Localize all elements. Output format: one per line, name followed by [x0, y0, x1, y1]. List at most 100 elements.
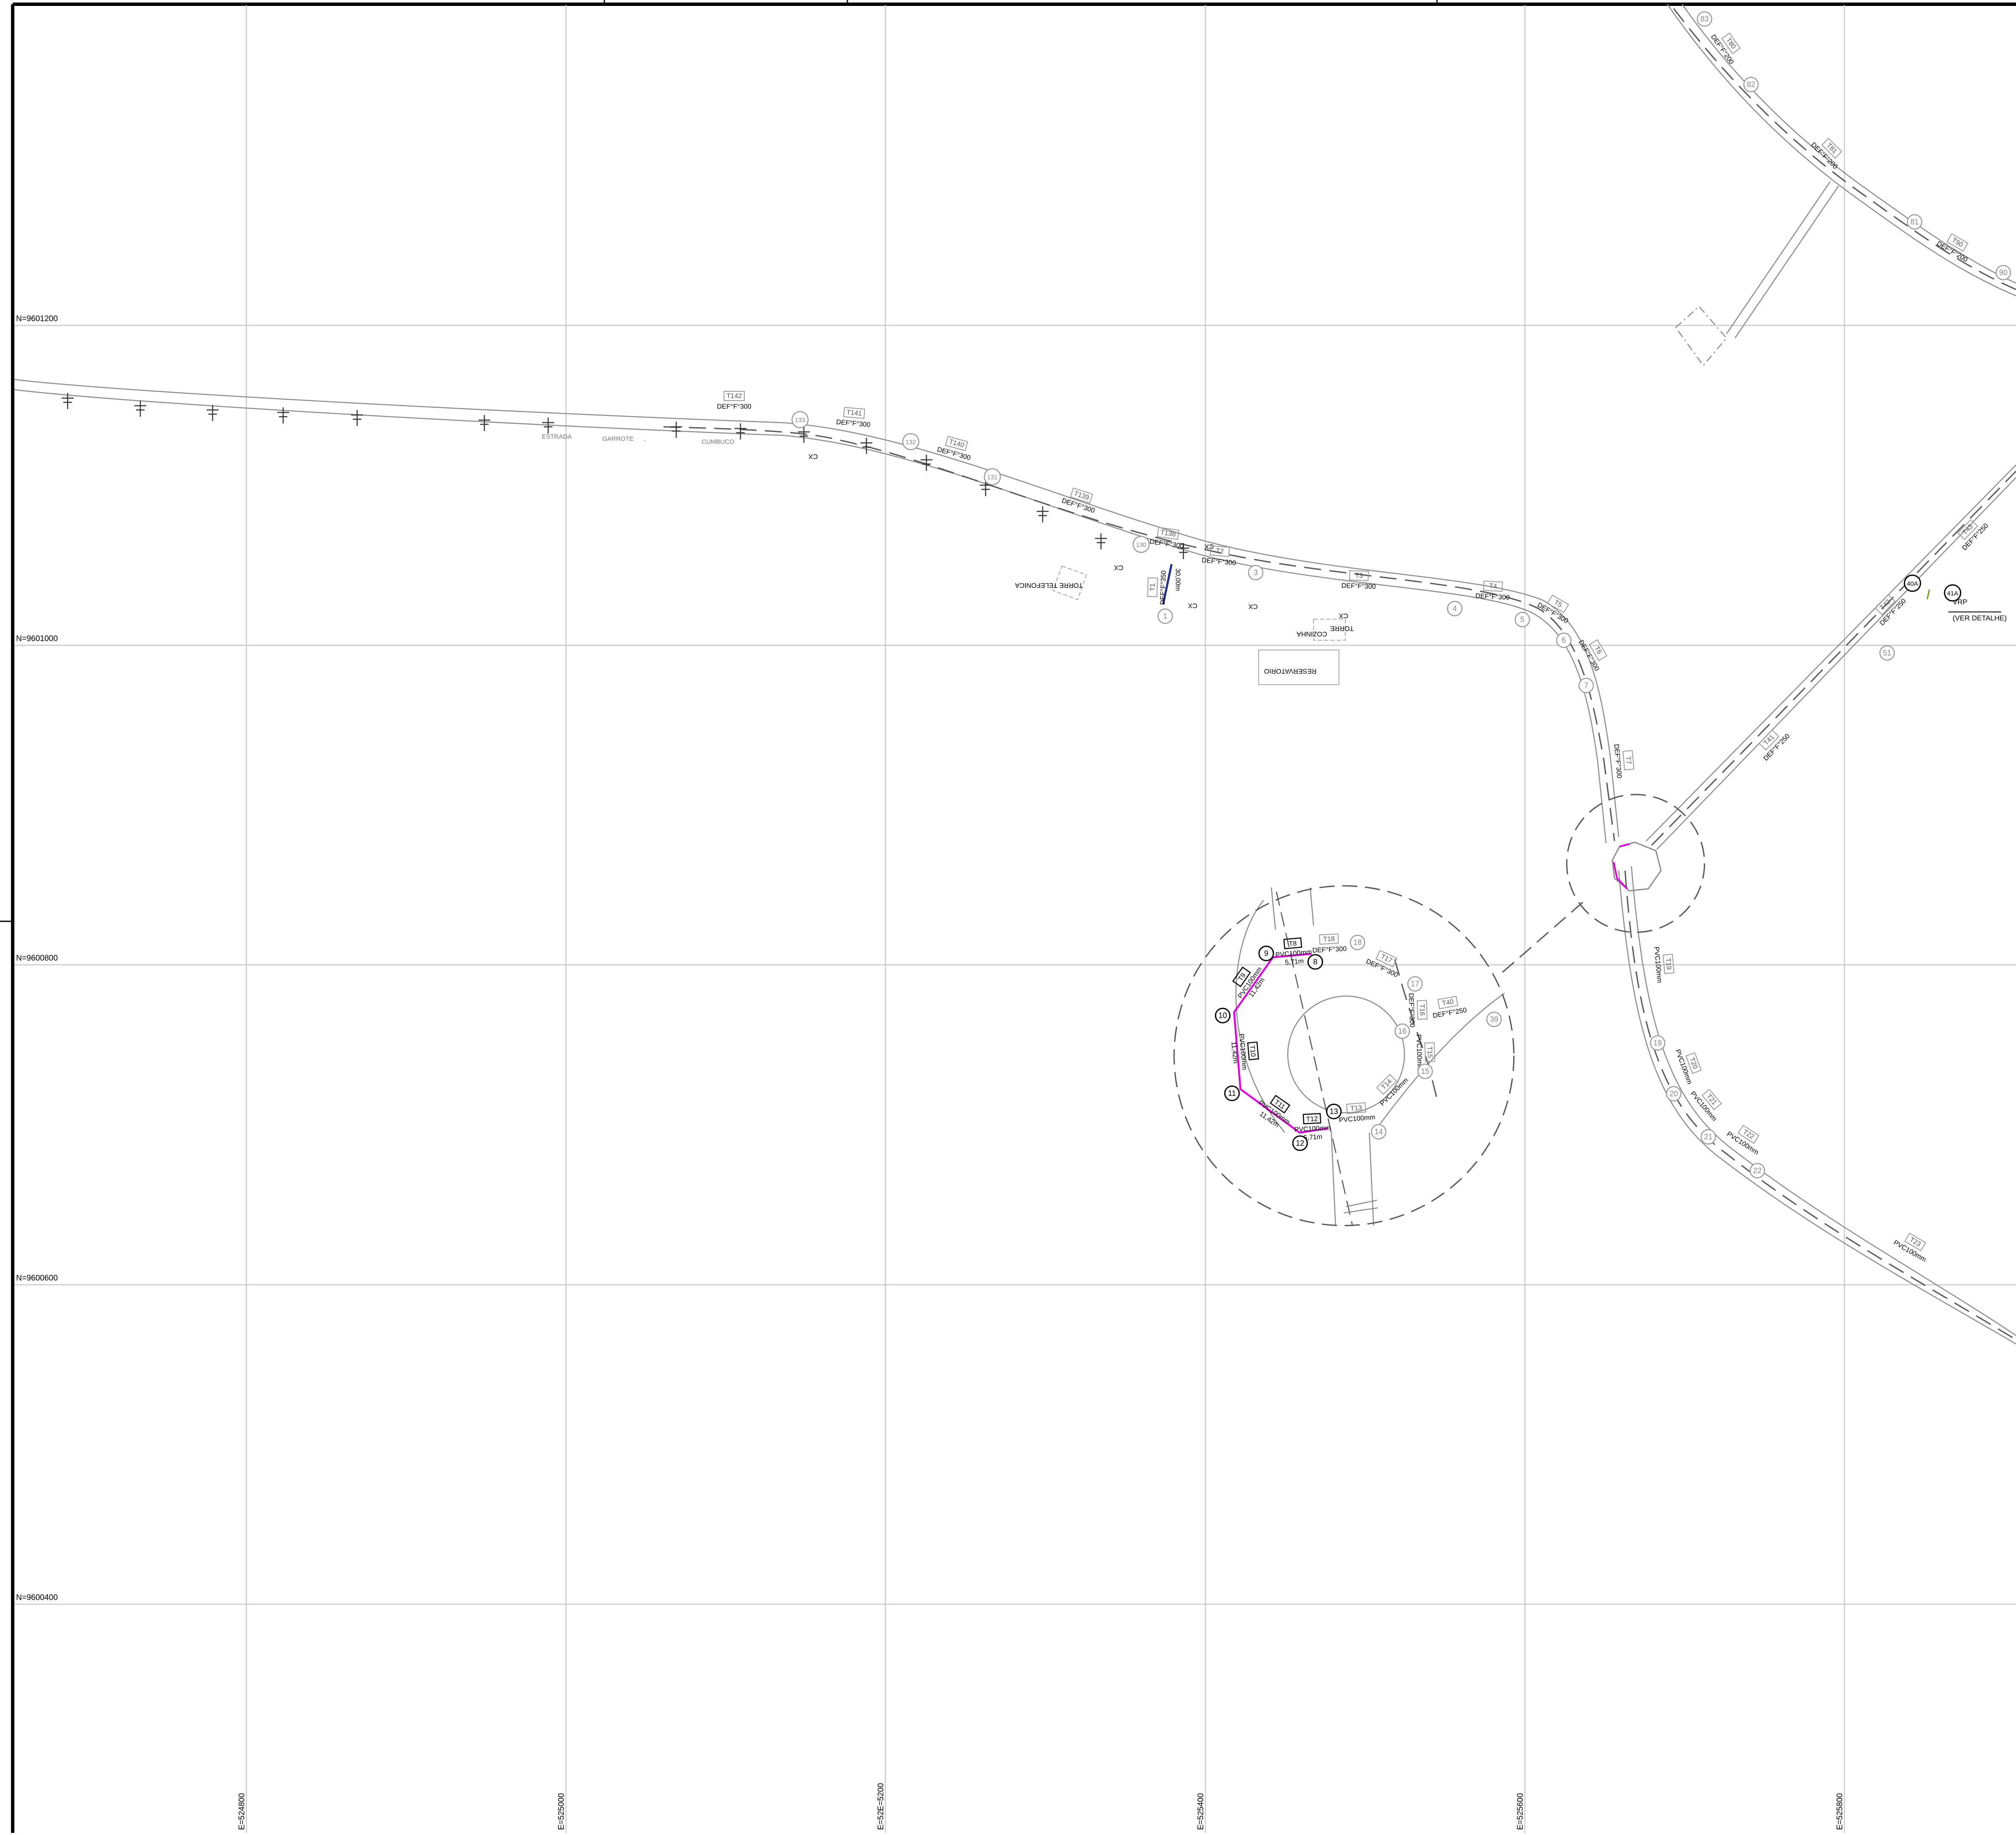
node-marker: 132	[902, 433, 920, 451]
node-label: 39	[1490, 1015, 1498, 1024]
pole-marker	[351, 410, 363, 426]
easting-label: E=525400	[1196, 1793, 1205, 1830]
road-name-word: ESTRADA	[542, 433, 572, 440]
cx-label: CX	[808, 453, 818, 460]
pipe-tag: T142 DEF°F°300	[717, 391, 751, 410]
pole-marker	[980, 480, 992, 496]
node-label: 8	[1313, 958, 1317, 966]
node-marker: 131	[983, 468, 1001, 486]
pipe-tag-id: T18	[1323, 935, 1335, 943]
pipe-tag-id: T141	[846, 409, 862, 417]
node-marker: 81	[1907, 214, 1923, 230]
northing-label: N=9600800	[16, 954, 58, 963]
kitchen-label: COZINHA	[1297, 630, 1327, 637]
node-label: 132	[905, 439, 916, 446]
pole-marker	[921, 455, 932, 471]
node-marker: 18	[1349, 934, 1366, 950]
pipe-tag-spec: DEF°F°300	[1341, 582, 1376, 591]
node-label: 20	[1669, 1090, 1678, 1098]
pipe-tag-id: T4	[1489, 583, 1497, 590]
water-main	[663, 8, 2016, 1341]
pipe-tag-id: T12	[1306, 1115, 1318, 1123]
node-marker: 20	[1666, 1086, 1682, 1102]
node-label: 11	[1228, 1089, 1236, 1098]
node-marker: 3	[1248, 565, 1264, 581]
active-node-marker: 13	[1326, 1103, 1342, 1120]
node-label: 17	[1411, 980, 1419, 988]
tower2-label: TORRE	[1330, 625, 1354, 632]
pipe-tag: T18 DEF°F°300	[1312, 933, 1347, 954]
cx-label: CX	[1114, 564, 1123, 571]
northing-label: N=9601200	[16, 314, 58, 323]
pipe-tag: T1 DEF°F°350	[1147, 570, 1168, 605]
node-label: 1	[1163, 612, 1167, 620]
active-node-marker: 12	[1292, 1135, 1308, 1151]
node-marker: 130	[1132, 535, 1150, 553]
pole-marker	[670, 422, 682, 438]
node-marker: 7	[1578, 677, 1594, 694]
node-label: 6	[1562, 636, 1566, 644]
pipe-tag-id: T138	[1160, 529, 1176, 538]
cx-label: CX	[1248, 603, 1258, 610]
poles	[62, 393, 1189, 559]
pipe-tag-id: T40	[1442, 998, 1454, 1008]
pipe-tag-spec: PVC100mm	[1294, 1125, 1331, 1133]
easting-label: E=524800	[238, 1793, 246, 1830]
node-label: 10	[1218, 1011, 1227, 1020]
pole-marker	[478, 415, 490, 431]
tower-label: TORRE TELEFONICA	[1015, 582, 1083, 589]
pole-marker	[798, 427, 810, 443]
pole-marker	[542, 418, 554, 434]
node-marker: 19	[1650, 1035, 1666, 1051]
active-node-marker: 11	[1224, 1085, 1240, 1101]
coordinate-grid	[14, 5, 2016, 1833]
pipe-tag-spec: DEF°F°300	[1475, 593, 1510, 601]
node-label: 82	[1747, 80, 1755, 89]
node-marker: 22	[1749, 1163, 1765, 1179]
node-marker: 133	[791, 411, 809, 429]
pole-marker	[1095, 533, 1107, 549]
grid-labels: N=9601200 N=9601000 N=9600800 N=9600600 …	[16, 314, 1844, 1830]
pipe-tag-id: T142	[727, 393, 742, 400]
pipe-tag-spec: DEF°F°350	[1159, 570, 1168, 605]
node-label: 90	[1999, 268, 2008, 277]
blue-segment-length: 30,00m	[1174, 568, 1181, 591]
roundabout-large	[1173, 885, 1583, 1226]
pvc-ring	[1233, 953, 1328, 1134]
node-label: 16	[1398, 1027, 1407, 1035]
pole-marker	[207, 405, 219, 421]
pipe-tag: T3 DEF°F°300	[1341, 570, 1376, 591]
pole-marker	[1177, 543, 1189, 559]
pipe-tag-id: T1	[1149, 583, 1157, 591]
node-label: 4	[1453, 604, 1457, 613]
node-marker: 6	[1556, 632, 1572, 648]
vrp-detail-label: (VER DETALHE)	[1953, 614, 2007, 622]
structures: TORRE TELEFONICA RESERVATORIO TORRE COZI…	[808, 453, 2007, 685]
active-node-marker: 40A	[1904, 574, 1921, 592]
node-marker: 39	[1486, 1011, 1502, 1027]
road-name-word: -	[644, 437, 646, 444]
easting-label: E=525800	[1836, 1793, 1844, 1830]
node-label: 18	[1353, 938, 1362, 947]
node-label: 9	[1264, 949, 1268, 958]
node-label: 21	[1704, 1133, 1713, 1141]
road-name-word: CUMBUCO	[702, 438, 735, 445]
node-marker: 90	[1995, 265, 2011, 281]
pipe-tag-id: T7	[1624, 756, 1632, 765]
blue-connection	[1162, 564, 1173, 605]
pipe-tag-id: T2	[1216, 547, 1224, 555]
node-marker: 4	[1447, 601, 1463, 617]
northing-label: N=9600400	[16, 1593, 58, 1602]
pipe-tag-length: 5,71m	[1285, 958, 1304, 967]
road-name-word: GARROTE	[602, 435, 634, 442]
node-marker: 21	[1700, 1129, 1716, 1145]
node-marker: 14	[1371, 1124, 1387, 1140]
easting-label: E=525600	[1516, 1793, 1525, 1830]
pipe-tag-id: T3	[1355, 572, 1363, 580]
kitchen-outline	[1313, 619, 1346, 641]
road-name: ESTRADA GARROTE - CUMBUCO	[542, 433, 735, 445]
pipe-tag-id: T8	[1289, 940, 1297, 948]
pole-marker	[277, 407, 289, 423]
